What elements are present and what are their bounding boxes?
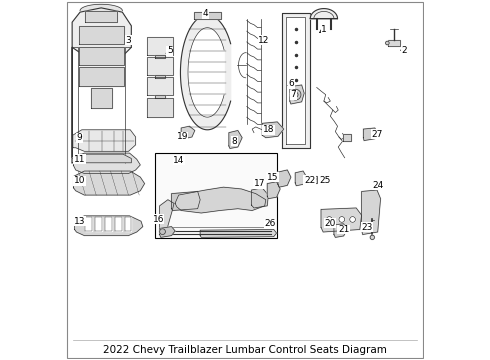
- Polygon shape: [181, 126, 195, 139]
- Polygon shape: [147, 77, 172, 95]
- Polygon shape: [125, 217, 131, 231]
- Polygon shape: [334, 224, 347, 237]
- Polygon shape: [290, 85, 304, 104]
- Polygon shape: [310, 9, 338, 19]
- Polygon shape: [155, 75, 166, 78]
- Polygon shape: [74, 216, 143, 235]
- Text: 17: 17: [254, 179, 265, 188]
- Text: 2022 Chevy Trailblazer Lumbar Control Seats Diagram: 2022 Chevy Trailblazer Lumbar Control Se…: [103, 345, 387, 355]
- Circle shape: [370, 235, 374, 239]
- Polygon shape: [160, 200, 174, 234]
- Text: 26: 26: [265, 219, 276, 228]
- Polygon shape: [147, 37, 172, 55]
- Polygon shape: [229, 131, 242, 148]
- Polygon shape: [251, 188, 269, 208]
- Polygon shape: [155, 95, 166, 98]
- Polygon shape: [72, 154, 131, 163]
- Polygon shape: [180, 15, 231, 130]
- Polygon shape: [172, 192, 200, 211]
- Text: 14: 14: [173, 156, 184, 165]
- Polygon shape: [79, 26, 124, 44]
- Polygon shape: [160, 226, 175, 237]
- Bar: [155, 153, 277, 238]
- Text: 19: 19: [176, 132, 188, 141]
- Polygon shape: [95, 217, 101, 231]
- Circle shape: [160, 229, 166, 234]
- Polygon shape: [286, 17, 305, 144]
- Text: 23: 23: [361, 223, 372, 232]
- Polygon shape: [310, 176, 317, 183]
- Text: 18: 18: [263, 125, 274, 134]
- Circle shape: [290, 89, 301, 100]
- Circle shape: [386, 41, 389, 45]
- Polygon shape: [74, 171, 145, 195]
- Text: 16: 16: [152, 215, 164, 224]
- Polygon shape: [74, 153, 140, 174]
- Text: 5: 5: [167, 46, 172, 55]
- Text: 27: 27: [371, 130, 383, 139]
- Polygon shape: [147, 98, 172, 117]
- Polygon shape: [282, 13, 310, 148]
- Text: 20: 20: [325, 219, 336, 228]
- Polygon shape: [343, 134, 351, 140]
- Text: 6: 6: [289, 80, 294, 89]
- Text: 11: 11: [74, 155, 85, 164]
- Polygon shape: [267, 182, 280, 199]
- Text: 8: 8: [231, 137, 237, 146]
- Text: 10: 10: [74, 176, 85, 185]
- Polygon shape: [188, 28, 224, 117]
- Polygon shape: [147, 57, 172, 75]
- Polygon shape: [115, 217, 122, 231]
- Polygon shape: [73, 130, 136, 151]
- Polygon shape: [85, 12, 117, 22]
- Polygon shape: [194, 12, 221, 19]
- Text: 7: 7: [291, 90, 296, 99]
- Circle shape: [326, 217, 332, 222]
- Polygon shape: [155, 55, 166, 58]
- Polygon shape: [362, 190, 381, 234]
- Polygon shape: [200, 229, 276, 237]
- Circle shape: [350, 217, 355, 222]
- Polygon shape: [262, 122, 284, 138]
- Polygon shape: [105, 217, 112, 231]
- Polygon shape: [364, 128, 378, 140]
- Polygon shape: [79, 46, 124, 65]
- Text: 15: 15: [267, 173, 278, 182]
- Polygon shape: [278, 170, 291, 187]
- Polygon shape: [79, 67, 124, 86]
- Polygon shape: [321, 208, 362, 232]
- Text: 25: 25: [319, 176, 330, 185]
- Text: 2: 2: [402, 46, 407, 55]
- Polygon shape: [175, 187, 266, 213]
- Text: 24: 24: [373, 181, 384, 190]
- Text: 13: 13: [74, 217, 85, 226]
- Polygon shape: [80, 4, 122, 11]
- Text: 22: 22: [304, 176, 315, 185]
- Polygon shape: [91, 88, 112, 108]
- Polygon shape: [295, 171, 307, 186]
- Text: 1: 1: [321, 25, 327, 34]
- Text: 12: 12: [258, 36, 270, 45]
- Polygon shape: [72, 8, 131, 163]
- Text: 4: 4: [203, 9, 208, 18]
- Polygon shape: [389, 40, 400, 45]
- Polygon shape: [85, 217, 92, 231]
- Text: 3: 3: [125, 36, 131, 45]
- Text: 9: 9: [76, 133, 82, 142]
- Circle shape: [339, 217, 344, 222]
- Text: 21: 21: [338, 225, 349, 234]
